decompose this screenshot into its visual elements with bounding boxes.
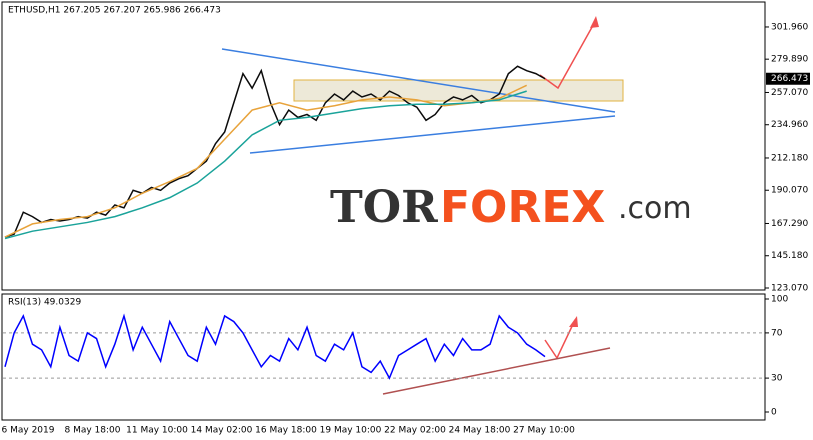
- trend-line: [221, 48, 616, 113]
- x-tick-label: 24 May 18:00: [449, 426, 511, 436]
- price-panel: [1, 1, 766, 291]
- rsi-trend-line: [382, 347, 611, 395]
- x-tick-label: 27 May 10:00: [513, 426, 575, 436]
- y-tick-label: 279.890: [771, 55, 808, 65]
- arrow-head: [569, 316, 578, 327]
- y-tick-label: 257.070: [771, 88, 808, 98]
- rsi-title: RSI(13) 49.0329: [8, 298, 81, 308]
- current-price-label: 266.473: [771, 74, 808, 84]
- y-tick-label: 145.180: [771, 251, 808, 261]
- x-tick-label: 8 May 18:00: [65, 426, 121, 436]
- y-tick-label: 190.070: [771, 186, 808, 196]
- y-tick-label: 301.960: [771, 22, 808, 32]
- y-tick-label: 167.290: [771, 219, 808, 229]
- rsi-panel: [1, 293, 766, 421]
- arrow-head: [590, 16, 599, 28]
- y-tick-label: 234.960: [771, 120, 808, 130]
- x-tick-label: 6 May 2019: [2, 426, 55, 436]
- x-tick-label: 16 May 18:00: [255, 426, 317, 436]
- watermark: TOR: [330, 182, 438, 233]
- series-line: [4, 90, 527, 240]
- y-tick-label: 212.180: [771, 153, 808, 163]
- watermark: FOREX: [440, 182, 605, 233]
- x-tick-label: 19 May 10:00: [320, 426, 382, 436]
- y-tick-label: 30: [771, 374, 783, 384]
- x-tick-label: 11 May 10:00: [126, 426, 188, 436]
- y-tick-label: 100: [771, 295, 788, 305]
- series-line: [4, 65, 546, 238]
- forecast-arrow: [539, 19, 597, 90]
- y-tick-label: 123.070: [771, 284, 808, 294]
- current-price-box: [766, 72, 810, 85]
- price-title: ETHUSD,H1 267.205 267.207 265.986 266.47…: [8, 6, 221, 16]
- resistance-zone: [293, 79, 624, 102]
- y-tick-label: 70: [771, 328, 783, 338]
- series-line: [4, 313, 546, 380]
- trend-line: [249, 115, 616, 154]
- x-tick-label: 22 May 02:00: [384, 426, 446, 436]
- y-tick-label: 0: [771, 408, 777, 418]
- watermark: .com: [618, 191, 692, 226]
- x-tick-label: 14 May 02:00: [191, 426, 253, 436]
